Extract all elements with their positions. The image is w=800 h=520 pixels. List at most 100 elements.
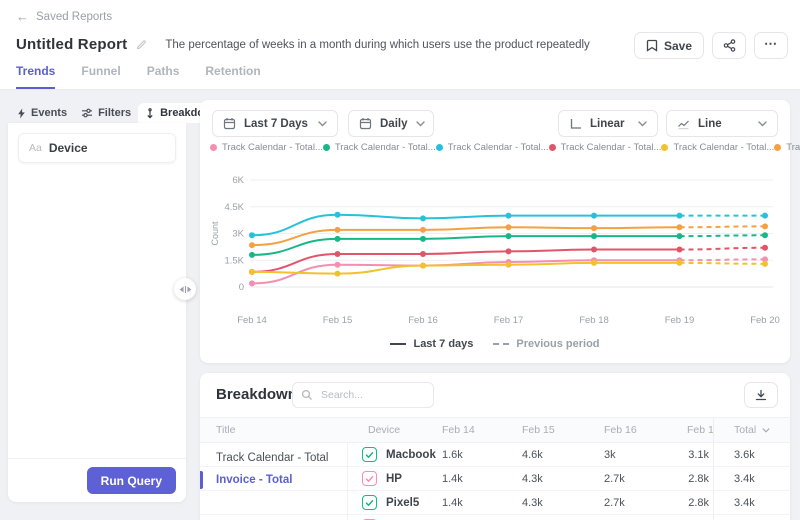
- metric-title-item[interactable]: Track Calendar - Total: [216, 452, 329, 464]
- breakdown-panel: Aa Device Run Query: [8, 123, 186, 502]
- chart-card: Last 7 Days Daily Linear Line Track Cale…: [200, 100, 800, 363]
- data-point[interactable]: [420, 226, 426, 233]
- data-point[interactable]: [591, 246, 597, 253]
- value-cell: 4.6k: [522, 448, 543, 461]
- metric-title-item[interactable]: Invoice - Total: [200, 469, 347, 491]
- report-description: The percentage of weeks in a month durin…: [165, 38, 590, 51]
- breakdown-search[interactable]: [292, 382, 434, 408]
- table-row[interactable]: Pixel5 1.4k 4.3k 2.7k 2.8k 3.4k: [200, 491, 790, 515]
- data-point[interactable]: [762, 244, 768, 251]
- data-point[interactable]: [762, 256, 768, 263]
- data-point[interactable]: [249, 251, 255, 258]
- table-row[interactable]: HP 1.4k 4.3k 2.7k 2.8k 3.4k: [200, 467, 790, 491]
- data-point[interactable]: [420, 262, 426, 269]
- legend-dot-icon: [322, 144, 330, 151]
- share-button[interactable]: [712, 32, 746, 59]
- data-point[interactable]: [676, 246, 683, 253]
- column-header-feb-17: Feb 17: [683, 424, 713, 436]
- data-point[interactable]: [334, 211, 341, 218]
- data-point[interactable]: [334, 270, 341, 277]
- data-point[interactable]: [762, 212, 768, 219]
- edit-pencil-icon[interactable]: [136, 39, 147, 50]
- data-point[interactable]: [505, 212, 512, 219]
- legend-item[interactable]: Track Calendar - Total...: [322, 142, 436, 153]
- data-point[interactable]: [334, 235, 341, 242]
- data-point[interactable]: [334, 261, 341, 268]
- data-point[interactable]: [762, 260, 768, 267]
- column-header-feb-15: Feb 15: [516, 424, 598, 436]
- title-row: Untitled Report The percentage of weeks …: [16, 36, 590, 53]
- data-point[interactable]: [420, 251, 426, 258]
- data-point[interactable]: [591, 225, 597, 232]
- column-header-total[interactable]: Total: [713, 418, 790, 442]
- column-header-label: Title: [216, 424, 236, 436]
- legend-label: Track Calendar - Total...: [786, 142, 800, 153]
- data-point[interactable]: [762, 223, 768, 230]
- search-input[interactable]: [319, 388, 425, 402]
- data-point[interactable]: [249, 242, 255, 249]
- device-checkbox[interactable]: [362, 471, 377, 486]
- legend-item[interactable]: Track Calendar - Total...: [774, 142, 800, 153]
- title-column: Track Calendar - Total Invoice - Total: [200, 443, 348, 520]
- series-line: [251, 213, 681, 237]
- sidebar-tab-events[interactable]: Events: [10, 103, 74, 123]
- legend-item[interactable]: Track Calendar - Total...: [435, 142, 549, 153]
- data-point[interactable]: [420, 215, 426, 222]
- table-row[interactable]: iMac1.4k4.3k2.7k2.9k3.4k: [200, 515, 790, 520]
- legend-label: Track Calendar - Total...: [222, 142, 323, 153]
- chart-type-dropdown[interactable]: Line: [666, 110, 778, 137]
- data-point[interactable]: [249, 268, 255, 275]
- device-checkbox[interactable]: [362, 447, 377, 462]
- scale-dropdown[interactable]: Linear: [558, 110, 658, 137]
- legend-item[interactable]: Track Calendar - Total...: [210, 142, 323, 153]
- save-button[interactable]: Save: [633, 32, 704, 59]
- more-button[interactable]: ⋯: [754, 32, 788, 59]
- tab-trends[interactable]: Trends: [16, 64, 56, 89]
- sidebar-tab-filters[interactable]: Filters: [74, 103, 138, 123]
- scale-value: Linear: [590, 117, 625, 130]
- device-checkbox[interactable]: [362, 495, 377, 510]
- data-point[interactable]: [505, 261, 512, 268]
- column-header-label: Feb 16: [604, 424, 637, 436]
- trends-line-chart[interactable]: 0 1.5K 3K 4.5K 6K Count Feb 14 Feb 15 Feb 16 Feb …: [206, 156, 784, 334]
- data-point[interactable]: [334, 251, 341, 258]
- page-title: Untitled Report: [16, 36, 128, 53]
- value-cell: 1.4k: [442, 496, 463, 509]
- download-button[interactable]: [744, 382, 778, 408]
- value-cell: 2.8k: [688, 496, 709, 509]
- data-point[interactable]: [676, 259, 683, 266]
- data-point[interactable]: [505, 224, 512, 231]
- date-range-value: Last 7 Days: [244, 117, 308, 130]
- panel-resize-handle[interactable]: [174, 278, 196, 300]
- data-point[interactable]: [505, 248, 512, 255]
- property-label: Device: [48, 141, 88, 155]
- data-point[interactable]: [676, 224, 683, 231]
- data-point[interactable]: [591, 212, 597, 219]
- breakdown-property-device[interactable]: Aa Device: [18, 133, 176, 163]
- data-point[interactable]: [334, 226, 341, 233]
- sidebar-footer: Run Query: [8, 458, 186, 502]
- data-point[interactable]: [505, 233, 512, 240]
- date-range-dropdown[interactable]: Last 7 Days: [212, 110, 338, 137]
- value-cell: 1.4k: [442, 472, 463, 485]
- data-point[interactable]: [762, 232, 768, 239]
- data-point[interactable]: [249, 232, 255, 239]
- data-point[interactable]: [591, 233, 597, 240]
- data-point[interactable]: [676, 212, 683, 219]
- data-point[interactable]: [249, 280, 255, 287]
- data-point[interactable]: [420, 235, 426, 242]
- chart-controls: Last 7 Days Daily Linear Line: [212, 110, 778, 137]
- run-query-button[interactable]: Run Query: [86, 467, 176, 494]
- table-row[interactable]: Macbook 1.6k 4.6k 3k 3.1k 3.6k: [200, 443, 790, 467]
- period-legend: Last 7 days Previous period: [200, 338, 790, 350]
- back-label: Saved Reports: [36, 11, 113, 23]
- granularity-dropdown[interactable]: Daily: [348, 110, 434, 137]
- data-point[interactable]: [591, 259, 597, 266]
- tab-retention[interactable]: Retention: [205, 64, 261, 78]
- legend-item[interactable]: Track Calendar - Total...: [548, 142, 661, 153]
- tab-paths[interactable]: Paths: [146, 64, 180, 78]
- data-point[interactable]: [676, 233, 683, 240]
- legend-item[interactable]: Track Calendar - Total...: [661, 142, 774, 153]
- tab-funnel[interactable]: Funnel: [81, 64, 121, 78]
- back-link[interactable]: ← Saved Reports: [16, 9, 113, 24]
